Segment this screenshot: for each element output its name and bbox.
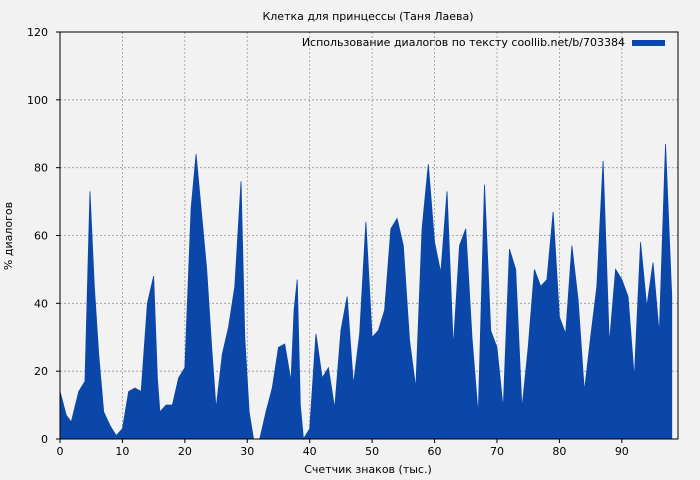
x-tick-label: 0 — [57, 445, 64, 458]
y-tick-label: 60 — [34, 230, 48, 243]
series-layer — [59, 143, 673, 441]
x-axis-label: Счетчик знаков (тыс.) — [304, 463, 432, 476]
y-tick-label: 100 — [27, 94, 48, 107]
x-axis: 0 10 20 30 40 50 60 70 80 90 — [57, 439, 629, 458]
x-tick-label: 30 — [240, 445, 254, 458]
x-tick-label: 90 — [615, 445, 629, 458]
y-tick-label: 80 — [34, 162, 48, 175]
x-tick-label: 20 — [178, 445, 192, 458]
y-tick-label: 20 — [34, 365, 48, 378]
legend-label: Использование диалогов по тексту coollib… — [302, 36, 625, 49]
x-tick-label: 80 — [552, 445, 566, 458]
y-axis: 0 20 40 60 80 100 120 — [27, 26, 60, 446]
y-tick-label: 120 — [27, 26, 48, 39]
legend: Использование диалогов по тексту coollib… — [302, 36, 665, 49]
chart-title: Клетка для принцессы (Таня Лаева) — [262, 10, 473, 23]
x-tick-label: 50 — [365, 445, 379, 458]
series-area — [59, 143, 673, 441]
y-tick-label: 40 — [34, 297, 48, 310]
x-tick-label: 10 — [115, 445, 129, 458]
y-axis-label: % диалогов — [2, 202, 15, 270]
y-tick-label: 0 — [41, 433, 48, 446]
x-tick-label: 40 — [303, 445, 317, 458]
x-tick-label: 70 — [490, 445, 504, 458]
x-tick-label: 60 — [428, 445, 442, 458]
legend-swatch — [632, 40, 665, 46]
